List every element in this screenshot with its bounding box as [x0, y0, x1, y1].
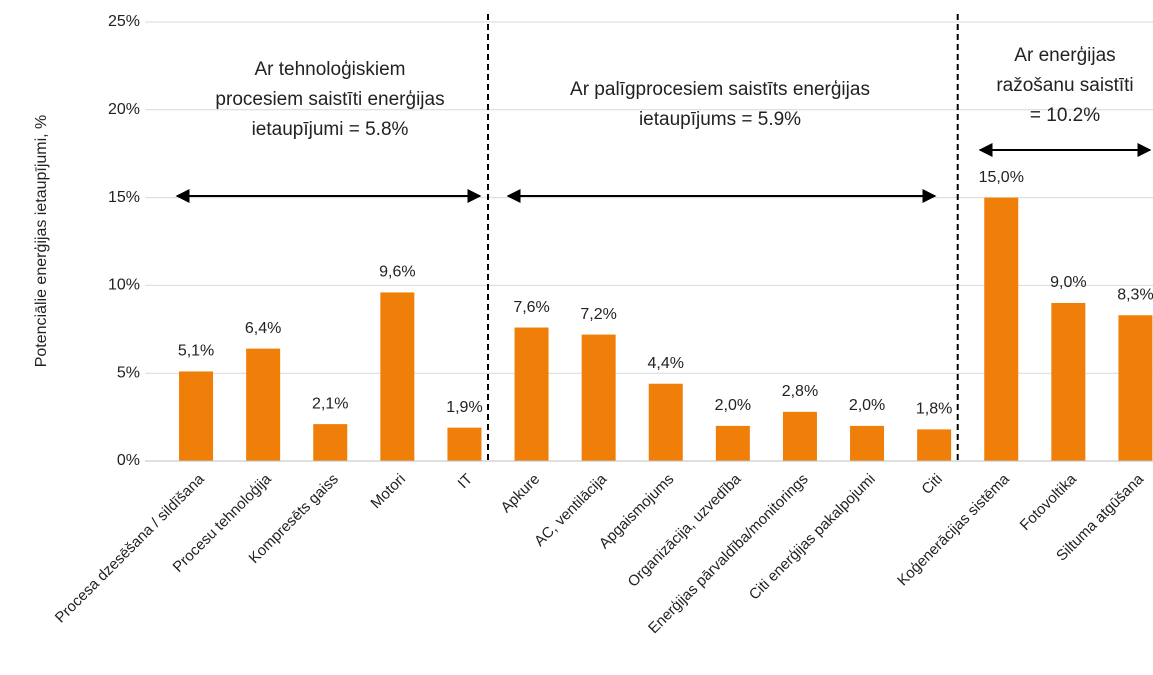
group-label: = 10.2% — [1030, 105, 1100, 126]
x-tick-label: Koģenerācijas sistēma — [894, 470, 1013, 589]
group-label: procesiem saistīti enerģijas — [215, 89, 444, 110]
bar — [1051, 302, 1086, 461]
x-tick-label: IT — [455, 471, 476, 492]
x-tick-label: Citi — [918, 471, 945, 498]
bar — [179, 371, 214, 461]
value-label: 15,0% — [979, 169, 1024, 186]
bar — [447, 427, 482, 461]
bar — [715, 425, 750, 461]
bar — [1118, 315, 1153, 461]
bar — [313, 424, 348, 461]
group-label: ražošanu saistīti — [996, 75, 1133, 96]
bar — [917, 429, 952, 461]
value-label: 7,2% — [580, 306, 616, 323]
y-tick-label: 0% — [117, 452, 140, 469]
value-label: 7,6% — [513, 299, 549, 316]
group-label: ietaupījumi = 5.8% — [252, 119, 409, 140]
value-label: 5,1% — [178, 343, 214, 360]
y-tick-label: 5% — [117, 364, 140, 381]
value-label: 2,0% — [715, 397, 751, 414]
value-label: 2,0% — [849, 397, 885, 414]
group-label: Ar palīgprocesiem saistīts enerģijas — [570, 79, 870, 100]
value-label: 9,6% — [379, 264, 415, 281]
bar — [782, 411, 817, 461]
x-tick-label: Fotovoltika — [1017, 470, 1081, 534]
y-tick-label: 25% — [108, 13, 140, 30]
y-tick-label: 15% — [108, 189, 140, 206]
bar — [984, 197, 1019, 461]
bar — [648, 383, 683, 461]
y-tick-label: 20% — [108, 101, 140, 118]
x-tick-label: Apkure — [498, 471, 544, 517]
value-label: 4,4% — [648, 355, 684, 372]
bar — [246, 348, 281, 461]
y-axis-label: Potenciālie enerģijas ietaupījumi, % — [32, 115, 50, 368]
value-label: 1,8% — [916, 401, 952, 418]
bar — [514, 327, 549, 461]
value-label: 2,8% — [782, 383, 818, 400]
group-label: Ar tehnoloģiskiem — [254, 59, 405, 80]
bar — [581, 334, 616, 461]
y-tick-label: 10% — [108, 277, 140, 294]
value-label: 6,4% — [245, 320, 281, 337]
value-label: 8,3% — [1117, 286, 1153, 303]
group-label: Ar enerģijas — [1014, 45, 1115, 66]
x-tick-label: Citi enerģijas pakalpojumi — [746, 471, 879, 604]
value-label: 1,9% — [446, 399, 482, 416]
x-tick-label: Organizācija, uzvedība — [625, 470, 745, 590]
value-label: 9,0% — [1050, 274, 1086, 291]
x-tick-label: Motori — [367, 471, 408, 512]
bar — [850, 425, 885, 461]
value-label: 2,1% — [312, 395, 348, 412]
group-label: ietaupījums = 5.9% — [639, 109, 801, 130]
bar — [380, 292, 415, 461]
